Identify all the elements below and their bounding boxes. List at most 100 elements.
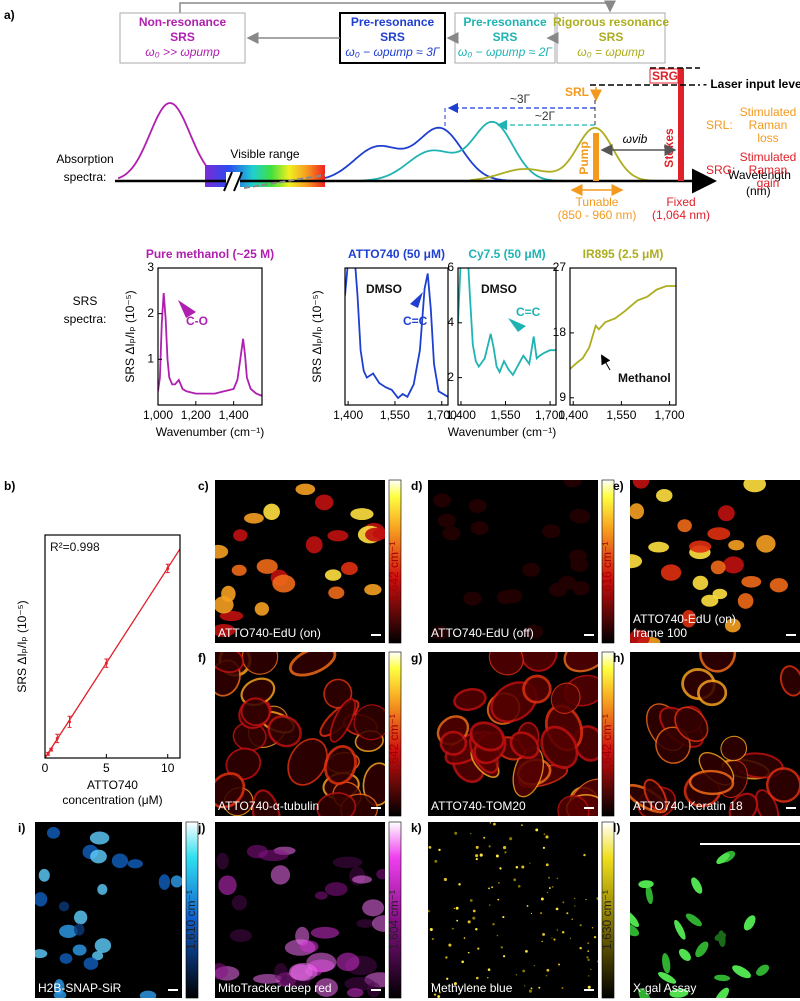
x-tick-label: 1,700: [535, 408, 565, 422]
y-tick-label: 2: [447, 370, 454, 384]
panel-label: d): [411, 479, 422, 493]
bacterium: [662, 953, 671, 974]
cell: [728, 792, 759, 816]
nucleus: [215, 544, 229, 559]
cell: [509, 731, 540, 760]
granule: [515, 866, 519, 869]
granule: [528, 989, 533, 993]
granule: [488, 887, 490, 890]
pump-line: [593, 133, 599, 181]
granule: [475, 854, 479, 858]
row-label: spectra:: [64, 170, 107, 184]
micrograph-content: [431, 480, 591, 640]
scheme-box: [119, 12, 246, 64]
nucleus: [660, 564, 682, 581]
granule: [477, 947, 480, 950]
granule: [448, 943, 452, 947]
granule: [545, 835, 549, 839]
granule: [597, 960, 598, 963]
data-point: [49, 748, 53, 752]
shift-label: ~2Γ: [535, 109, 556, 123]
granule: [433, 993, 437, 996]
granule: [583, 853, 586, 857]
granule: [587, 950, 590, 952]
nucleus: [111, 853, 129, 869]
colorbar: [601, 821, 615, 999]
cell: [563, 652, 598, 673]
nucleus: [263, 503, 280, 520]
box-subtitle: SRS: [493, 30, 518, 44]
x-tick-label: 1,550: [490, 408, 520, 422]
granule: [455, 906, 459, 910]
bacterium: [638, 988, 652, 998]
nucleus: [463, 591, 482, 606]
granule: [556, 929, 559, 931]
nucleus: [769, 578, 788, 593]
chart-title: Pure methanol (~25 M): [146, 247, 274, 261]
granule: [431, 937, 434, 941]
bacterium: [743, 915, 756, 931]
colorbar: [185, 821, 199, 999]
nucleus: [73, 923, 85, 936]
image-caption: H2B-SNAP-SiR: [38, 981, 122, 995]
granule: [472, 916, 476, 920]
panel-label: e): [613, 479, 624, 493]
nucleus: [701, 594, 719, 607]
nucleus: [437, 513, 456, 528]
granule: [526, 905, 529, 907]
granule: [551, 885, 554, 888]
plot-area: [158, 293, 262, 397]
box-title: Pre-resonance: [351, 15, 435, 29]
x-tick-label: 1,550: [606, 408, 636, 422]
row-label: spectra:: [64, 312, 107, 326]
granule: [522, 969, 526, 973]
cell: [215, 652, 244, 674]
bacterium: [714, 974, 731, 982]
nucleus: [743, 480, 766, 493]
granule: [491, 886, 494, 889]
granule: [483, 836, 486, 839]
box-subtitle: SRS: [380, 30, 405, 44]
cell: [557, 795, 590, 816]
cell: [316, 792, 357, 816]
cell: [251, 789, 281, 816]
panel-label: g): [411, 651, 422, 665]
image-caption: MitoTracker deep red: [218, 981, 332, 995]
nucleus: [681, 609, 696, 628]
nucleus: [170, 875, 182, 888]
granule: [497, 898, 500, 901]
nucleus: [244, 512, 264, 524]
y-tick-label: 9: [559, 390, 566, 404]
mitochondria: [300, 940, 319, 953]
granule: [495, 854, 499, 858]
x-tick-label: 1,200: [181, 408, 211, 422]
granule: [475, 858, 478, 861]
granule: [530, 987, 533, 990]
legend-text: Raman: [749, 163, 788, 177]
granule: [467, 951, 470, 954]
cell: [323, 745, 357, 785]
granule: [488, 904, 491, 906]
nucleus: [38, 868, 50, 882]
box-title: Rigorous resonance: [553, 15, 669, 29]
granule: [469, 899, 473, 902]
plot-frame: [44, 534, 181, 759]
granule: [524, 985, 526, 987]
legend-text: Stimulated: [740, 150, 797, 164]
granule: [591, 927, 594, 929]
colorbar: [388, 821, 402, 999]
colorbar-label: 1,610 cm⁻¹: [184, 890, 198, 950]
legend-text: loss: [757, 131, 778, 145]
granule: [429, 928, 433, 932]
y-tick-label: 1: [147, 352, 154, 366]
x-axis-label: Wavenumber (cm⁻¹): [448, 425, 557, 439]
granule: [499, 867, 502, 870]
cell: [720, 735, 748, 762]
panel-label: h): [613, 651, 624, 665]
granule: [496, 934, 499, 937]
granule: [434, 859, 438, 863]
cell: [697, 679, 728, 707]
granule: [492, 922, 495, 926]
mitochondria: [274, 963, 288, 982]
srl-label: SRL: [565, 85, 589, 99]
